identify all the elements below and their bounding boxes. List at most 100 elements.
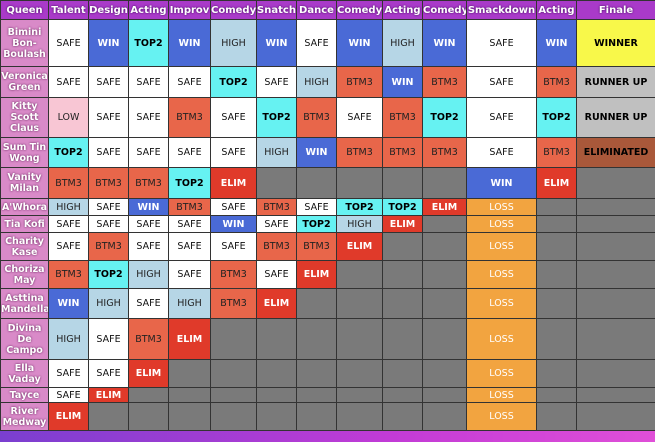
empty-cell — [576, 318, 655, 360]
table-row: Tayce SAFE ELIM LOSS — [0, 387, 655, 403]
empty-cell — [296, 387, 337, 403]
placement-cell: SAFE — [128, 288, 169, 319]
placement-cell: SAFE — [48, 215, 89, 233]
placement-cell: SAFE — [336, 97, 383, 138]
empty-cell — [336, 318, 383, 360]
placement-cell: HIGH — [168, 288, 211, 319]
queen-name-choriza-may: Choriza May — [0, 260, 49, 289]
empty-cell — [576, 167, 655, 199]
header-row: Queen Talent Design Acting Improv Comedy Snatc… — [0, 0, 655, 20]
empty-cell — [210, 318, 257, 360]
empty-cell — [382, 402, 423, 431]
placement-cell: SAFE — [48, 66, 89, 98]
column-header-12-acting: Acting — [536, 0, 577, 20]
placement-cell: WIN — [422, 19, 467, 67]
table-row: Vanity Milan BTM3 BTM3 BTM3 TOP2 ELIM WIN ELIM — [0, 167, 655, 199]
placement-cell: ELIM — [336, 232, 383, 261]
placement-cell: SAFE — [128, 137, 169, 168]
empty-cell — [336, 402, 383, 431]
empty-cell — [422, 260, 467, 289]
column-header-9-acting: Acting — [382, 0, 423, 20]
empty-cell — [576, 260, 655, 289]
placement-cell: SAFE — [48, 359, 89, 388]
empty-cell — [256, 402, 297, 431]
empty-cell — [382, 167, 423, 199]
placement-cell: SAFE — [128, 232, 169, 261]
placement-cell: SAFE — [210, 198, 257, 216]
placement-cell: HIGH — [382, 19, 423, 67]
placement-cell: BTM3 — [210, 260, 257, 289]
empty-cell — [422, 359, 467, 388]
queen-name-tayce: Tayce — [0, 387, 49, 403]
table-row: River Medway ELIM LOSS — [0, 402, 655, 431]
empty-cell — [536, 288, 577, 319]
empty-cell — [210, 402, 257, 431]
empty-cell — [336, 260, 383, 289]
queen-name-tia-kofi: Tia Kofi — [0, 215, 49, 233]
placement-cell: TOP2 — [422, 97, 467, 138]
empty-cell — [536, 260, 577, 289]
placement-cell: SAFE — [168, 137, 211, 168]
placement-cell: HIGH — [296, 66, 337, 98]
table-row: Choriza May BTM3 TOP2 HIGH SAFE BTM3 SAFE ELIM L… — [0, 260, 655, 289]
empty-cell — [382, 232, 423, 261]
placement-cell: LOSS — [466, 198, 537, 216]
empty-cell — [576, 232, 655, 261]
empty-cell — [336, 387, 383, 403]
queen-name-vanity-milan: Vanity Milan — [0, 167, 49, 199]
placement-cell: SAFE — [48, 232, 89, 261]
placement-cell: WIN — [256, 19, 297, 67]
placement-cell: SAFE — [88, 359, 129, 388]
placement-cell: BTM3 — [48, 260, 89, 289]
table-row: Asttina Mandella WIN HIGH SAFE HIGH BTM3 ELIM L… — [0, 288, 655, 319]
placement-cell: ELIM — [48, 402, 89, 431]
empty-cell — [422, 318, 467, 360]
queen-name-ella-vaday: Ella Vaday — [0, 359, 49, 388]
placement-cell: SAFE — [210, 97, 257, 138]
placement-cell: RUNNER UP — [576, 66, 655, 98]
empty-cell — [128, 387, 169, 403]
placement-cell: WIN — [536, 19, 577, 67]
empty-cell — [536, 402, 577, 431]
empty-cell — [576, 288, 655, 319]
placement-cell: BTM3 — [336, 66, 383, 98]
placement-cell: SAFE — [256, 260, 297, 289]
placement-cell: SAFE — [210, 232, 257, 261]
placement-cell: LOSS — [466, 359, 537, 388]
placement-cell: TOP2 — [382, 198, 423, 216]
empty-cell — [382, 318, 423, 360]
placement-cell: BTM3 — [422, 137, 467, 168]
placement-cell: WIN — [336, 19, 383, 67]
placement-cell: SAFE — [48, 387, 89, 403]
placement-cell: SAFE — [128, 97, 169, 138]
placement-cell: SAFE — [128, 66, 169, 98]
placement-cell: SAFE — [296, 19, 337, 67]
placement-cell: BTM3 — [88, 167, 129, 199]
empty-cell — [536, 318, 577, 360]
empty-cell — [336, 359, 383, 388]
column-header-7-dance: Dance — [296, 0, 337, 20]
empty-cell — [536, 232, 577, 261]
placement-cell: ELIM — [88, 387, 129, 403]
placement-cell: SAFE — [466, 137, 537, 168]
placement-cell: WINNER — [576, 19, 655, 67]
table-row: Divina De Campo HIGH SAFE BTM3 ELIM LOSS — [0, 318, 655, 360]
placement-cell: SAFE — [168, 215, 211, 233]
table-row: Bimini Bon-Boulash SAFE WIN TOP2 WIN HIGH WIN S… — [0, 19, 655, 67]
column-header-6-snatch: Snatch — [256, 0, 297, 20]
empty-cell — [256, 387, 297, 403]
column-header-5-comedy: Comedy — [210, 0, 257, 20]
column-header-10-comedy: Comedy — [422, 0, 467, 20]
placement-cell: WIN — [382, 66, 423, 98]
placement-cell: ELIM — [256, 288, 297, 319]
placement-cell: SAFE — [210, 137, 257, 168]
placement-cell: SAFE — [168, 260, 211, 289]
empty-cell — [296, 359, 337, 388]
empty-cell — [536, 198, 577, 216]
empty-cell — [382, 288, 423, 319]
placement-cell: TOP2 — [128, 19, 169, 67]
placement-cell: WIN — [296, 137, 337, 168]
empty-cell — [168, 402, 211, 431]
placement-cell: SAFE — [168, 232, 211, 261]
placement-cell: TOP2 — [336, 198, 383, 216]
